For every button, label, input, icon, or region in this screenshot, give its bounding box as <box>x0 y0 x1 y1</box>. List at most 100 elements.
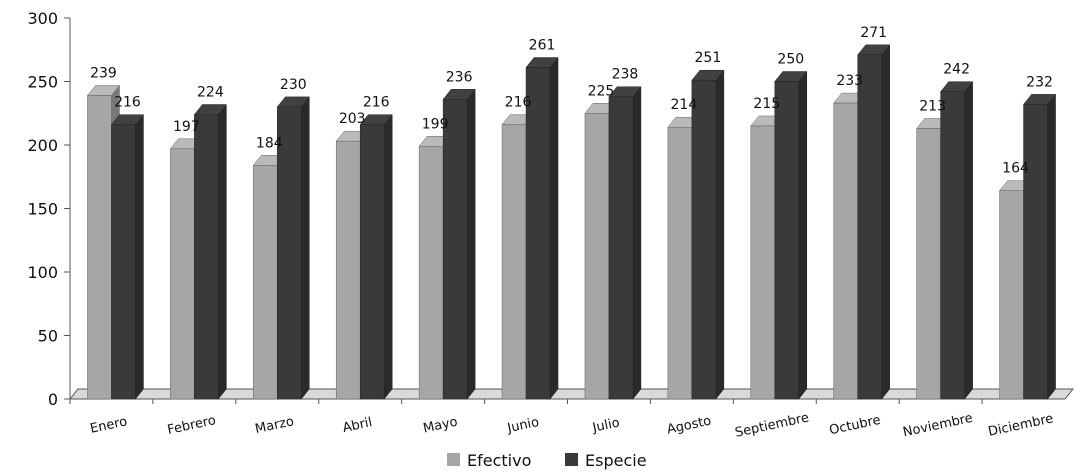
bar-front <box>1023 104 1048 400</box>
bar-front <box>418 146 444 400</box>
legend-swatch <box>565 453 578 466</box>
data-label-especie-diciembre: 232 <box>1026 74 1053 90</box>
data-label-especie-abril: 216 <box>363 95 390 111</box>
bar-especie-mayo <box>442 88 476 400</box>
bar-side <box>218 103 227 400</box>
legend-item-efectivo: Efectivo <box>447 451 531 470</box>
bars <box>86 44 1057 400</box>
bar-front <box>335 140 361 400</box>
data-label-especie-octubre: 271 <box>860 25 887 41</box>
data-label-efectivo-noviembre: 213 <box>919 98 946 114</box>
data-label-especie-noviembre: 242 <box>943 62 970 78</box>
data-label-efectivo-diciembre: 164 <box>1002 161 1029 177</box>
data-label-especie-junio: 261 <box>529 38 556 54</box>
x-tick-label: Octubre <box>828 413 882 438</box>
legend-label: Efectivo <box>467 451 531 470</box>
data-label-especie-marzo: 230 <box>280 77 307 93</box>
y-tick-label: 250 <box>27 73 58 92</box>
bar-front <box>691 79 717 400</box>
data-label-efectivo-julio: 225 <box>588 83 615 99</box>
data-label-efectivo-enero: 239 <box>90 65 117 81</box>
y-tick-label: 300 <box>27 9 58 28</box>
y-tick-label: 50 <box>38 327 58 346</box>
bar-especie-julio <box>608 86 642 400</box>
y-tick-label: 200 <box>27 136 58 155</box>
bar-side <box>466 88 476 400</box>
bar-side <box>798 70 808 400</box>
data-label-especie-agosto: 251 <box>695 50 722 66</box>
bar-front <box>667 126 693 400</box>
bar-front <box>194 114 219 400</box>
data-labels: 2392161972241842302032161992362162612252… <box>90 25 1053 177</box>
bar-front <box>940 91 965 400</box>
x-tick-label: Agosto <box>666 414 713 438</box>
bar-side <box>881 44 890 400</box>
x-tick-label: Marzo <box>254 414 296 437</box>
y-tick-label: 150 <box>27 200 58 219</box>
bar-front <box>857 54 882 400</box>
bar-especie-marzo <box>276 96 310 400</box>
bar-especie-febrero <box>193 103 227 400</box>
bar-side <box>715 69 725 400</box>
x-tick-label: Septiembre <box>734 410 811 440</box>
bar-side <box>632 86 642 400</box>
x-tick-label: Julio <box>590 415 621 436</box>
bar-front <box>525 67 551 400</box>
bar-especie-septiembre <box>774 70 808 400</box>
bar-front <box>359 124 385 400</box>
legend-swatch <box>447 453 460 466</box>
data-label-efectivo-marzo: 184 <box>256 135 283 151</box>
x-tick-label: Febrero <box>166 413 217 438</box>
bar-especie-diciembre <box>1023 93 1057 400</box>
bar-front <box>774 81 800 400</box>
x-tick-label: Diciembre <box>987 411 1055 439</box>
data-label-efectivo-febrero: 197 <box>173 119 200 135</box>
data-label-especie-septiembre: 250 <box>777 52 804 68</box>
data-label-especie-febrero: 224 <box>197 85 224 101</box>
bar-especie-junio <box>525 56 559 400</box>
bar-side <box>1047 93 1056 400</box>
bar-especie-abril <box>359 113 393 400</box>
legend-label: Especie <box>585 451 647 470</box>
bar-front <box>170 148 195 400</box>
y-tick-label: 100 <box>27 263 58 282</box>
legend-item-especie: Especie <box>565 451 647 470</box>
x-tick-label: Junio <box>505 415 540 437</box>
x-tick-label: Mayo <box>422 415 459 437</box>
bar-side <box>964 80 973 400</box>
bar-especie-octubre <box>857 44 891 400</box>
bar-front <box>999 190 1024 400</box>
data-label-efectivo-junio: 216 <box>505 95 532 111</box>
bar-side <box>301 96 310 400</box>
data-label-efectivo-mayo: 199 <box>422 116 449 132</box>
y-tick-label: 0 <box>48 390 58 409</box>
legend: Efectivo Especie <box>447 451 647 470</box>
data-label-efectivo-abril: 203 <box>339 111 366 127</box>
bar-side <box>549 56 559 400</box>
bar-front <box>277 106 302 400</box>
data-label-especie-mayo: 236 <box>446 69 473 85</box>
bar-front <box>501 124 527 400</box>
bar-especie-enero <box>110 113 144 400</box>
data-label-especie-enero: 216 <box>114 95 141 111</box>
bar-front <box>750 125 776 400</box>
x-tick-label: Abril <box>341 415 373 436</box>
bar-front <box>584 113 610 400</box>
bar-especie-agosto <box>691 69 725 400</box>
x-tick-label: Noviembre <box>902 411 975 440</box>
x-tick-label: Enero <box>89 414 129 436</box>
bar-front <box>442 99 468 400</box>
bar-side <box>383 113 393 400</box>
data-label-especie-julio: 238 <box>612 67 639 83</box>
data-label-efectivo-agosto: 214 <box>671 97 698 113</box>
bar-front <box>111 124 136 400</box>
bar-especie-noviembre <box>940 80 974 400</box>
data-label-efectivo-octubre: 233 <box>836 73 863 89</box>
bar-front <box>608 96 634 400</box>
bar-front <box>253 165 278 400</box>
data-label-efectivo-septiembre: 215 <box>753 96 780 112</box>
bar-front <box>916 128 941 400</box>
bar-front <box>833 102 858 400</box>
